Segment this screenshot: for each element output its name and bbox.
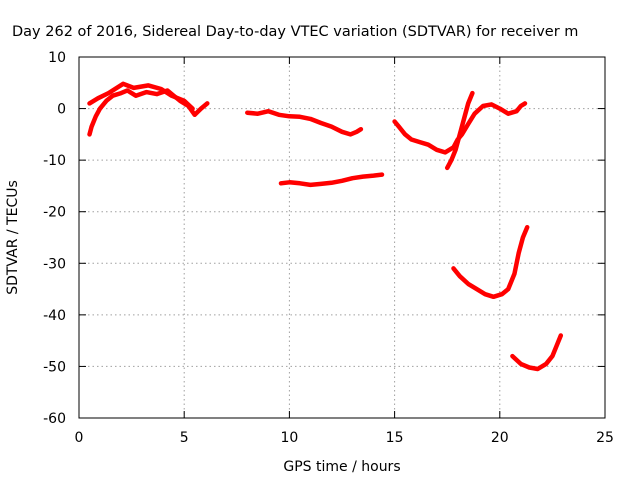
y-tick-label: -40 <box>43 308 66 324</box>
series-line-8 <box>510 333 564 372</box>
axis-ticks: 0 5 10 15 20 25 10 0 -10 -20 -30 -40 -50 -60 <box>43 50 614 446</box>
plot-frame <box>78 56 606 419</box>
series-line-7 <box>451 224 530 300</box>
series-line-1 <box>87 88 210 137</box>
x-tick-label: 5 <box>180 430 189 446</box>
y-tick-label: 10 <box>48 50 66 66</box>
x-tick-label: 15 <box>386 430 404 446</box>
y-axis-label: SDTVAR / TECUs <box>5 180 21 295</box>
series-line-4 <box>278 172 385 188</box>
x-axis-label: GPS time / hours <box>283 459 400 475</box>
y-tick-label: -60 <box>43 411 66 427</box>
y-tick-label: -30 <box>43 256 66 272</box>
data-series <box>87 81 564 372</box>
series-line-3 <box>245 108 364 137</box>
x-tick-label: 20 <box>491 430 509 446</box>
y-tick-label: -20 <box>43 205 66 221</box>
y-tick-label: -10 <box>43 153 66 169</box>
x-tick-label: 25 <box>596 430 614 446</box>
series-line-6 <box>444 90 475 171</box>
grid-lines <box>79 57 605 418</box>
x-tick-label: 10 <box>280 430 298 446</box>
y-tick-label: -50 <box>43 359 66 375</box>
x-tick-label: 0 <box>75 430 84 446</box>
chart-title: Day 262 of 2016, Sidereal Day-to-day VTE… <box>12 24 578 40</box>
series-line-2 <box>87 81 195 111</box>
y-tick-label: 0 <box>57 102 66 118</box>
